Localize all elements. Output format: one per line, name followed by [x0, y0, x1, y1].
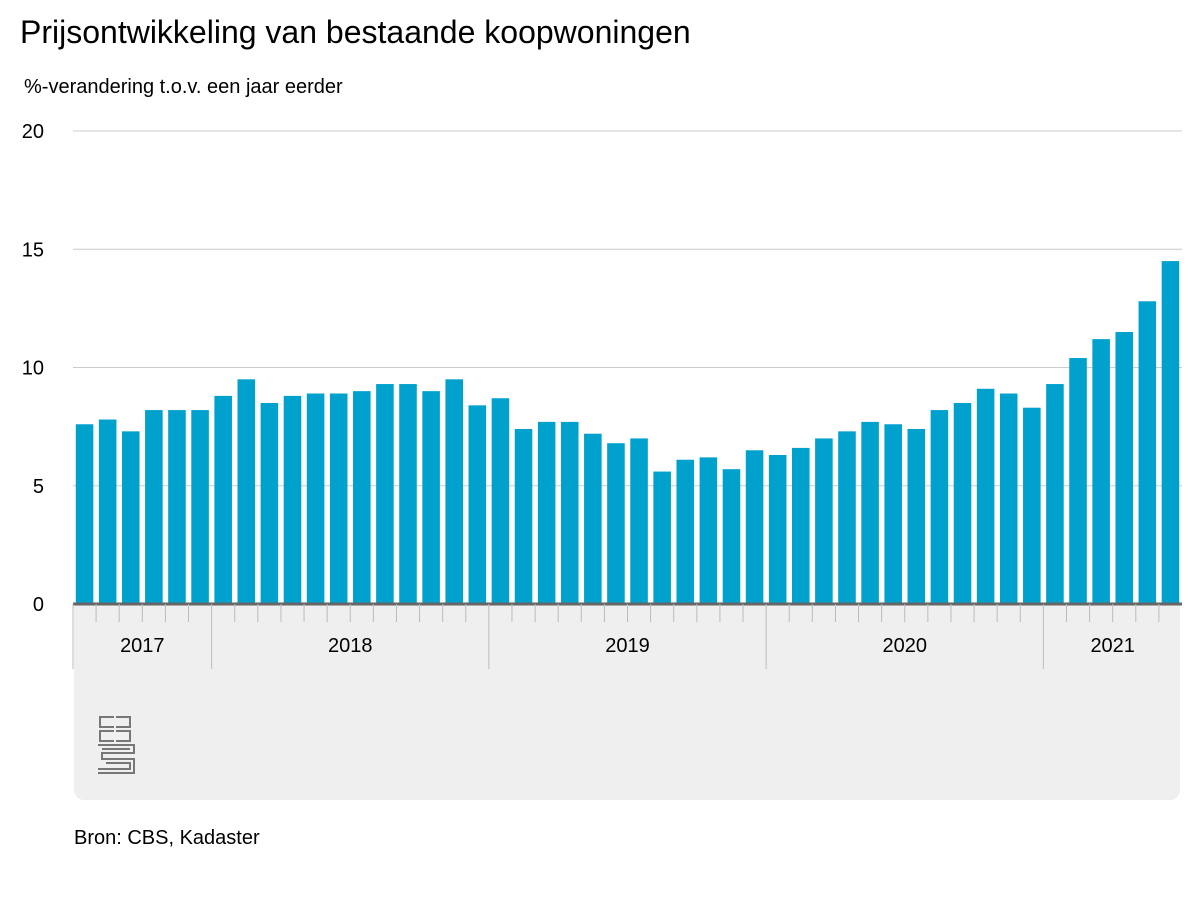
- cbs-logo-icon: [98, 716, 135, 774]
- bar: [1023, 407, 1041, 604]
- bar: [930, 410, 949, 604]
- bar: [1092, 339, 1110, 604]
- bar: [907, 428, 926, 604]
- bar: [283, 395, 302, 604]
- bar: [768, 455, 787, 604]
- bar: [121, 431, 140, 604]
- y-tick-label: 15: [22, 239, 44, 261]
- bar: [214, 395, 232, 604]
- y-axis-unit-label: %-verandering t.o.v. een jaar eerder: [24, 76, 343, 98]
- bar: [537, 421, 556, 604]
- bar: [560, 421, 579, 604]
- x-axis-year-labels: 2017 2018 2019 2020 2021: [120, 635, 1135, 657]
- y-axis-tick-labels: 0 5 10 15 20: [22, 121, 44, 616]
- bar: [1046, 384, 1064, 604]
- bar: [792, 447, 810, 604]
- bar: [491, 398, 510, 604]
- bar: [884, 424, 902, 604]
- y-tick-label: 5: [33, 476, 44, 498]
- bar: [722, 469, 741, 604]
- bar: [1115, 332, 1134, 604]
- bar: [237, 379, 256, 604]
- bar: [676, 459, 695, 604]
- bar: [699, 457, 718, 604]
- bar: [353, 391, 371, 604]
- bar: [815, 438, 833, 604]
- year-label: 2018: [328, 635, 373, 657]
- bar: [376, 384, 394, 604]
- bars: [75, 261, 1180, 604]
- year-label: 2017: [120, 635, 165, 657]
- year-label: 2019: [605, 635, 650, 657]
- bar: [1161, 261, 1180, 604]
- bar: [607, 443, 625, 604]
- bar: [953, 402, 972, 604]
- y-tick-label: 0: [33, 594, 44, 616]
- y-tick-label: 10: [22, 358, 44, 380]
- bar: [191, 410, 209, 604]
- year-label: 2021: [1090, 635, 1135, 657]
- bar: [861, 421, 879, 604]
- y-tick-label: 20: [22, 121, 44, 143]
- chart-title: Prijsontwikkeling van bestaande koopwoni…: [20, 14, 691, 50]
- bar: [75, 424, 94, 604]
- bar: [630, 438, 648, 604]
- x-axis-panel: [74, 604, 1180, 800]
- bar: [1138, 301, 1157, 604]
- gridlines: [73, 130, 1182, 487]
- source-note: Bron: CBS, Kadaster: [74, 827, 260, 849]
- bar: [745, 450, 764, 604]
- bar: [422, 391, 440, 604]
- bar: [976, 388, 995, 604]
- bar: [514, 428, 533, 604]
- year-label: 2020: [883, 635, 928, 657]
- bar: [445, 379, 463, 604]
- bar: [145, 410, 163, 604]
- bar: [98, 419, 117, 604]
- bar: [1069, 358, 1087, 604]
- bar: [468, 405, 487, 604]
- bar: [999, 393, 1018, 604]
- bar: [653, 471, 671, 604]
- bar: [399, 384, 417, 604]
- bar: [584, 433, 602, 604]
- bar: [329, 393, 348, 604]
- x-axis: [72, 602, 1182, 669]
- bar: [838, 431, 856, 604]
- bar: [306, 393, 325, 604]
- bar: [168, 410, 186, 604]
- bar-chart: 0 5 10 15 20 2017 2018 2019 2020 2021: [22, 121, 1182, 800]
- bar: [260, 402, 279, 604]
